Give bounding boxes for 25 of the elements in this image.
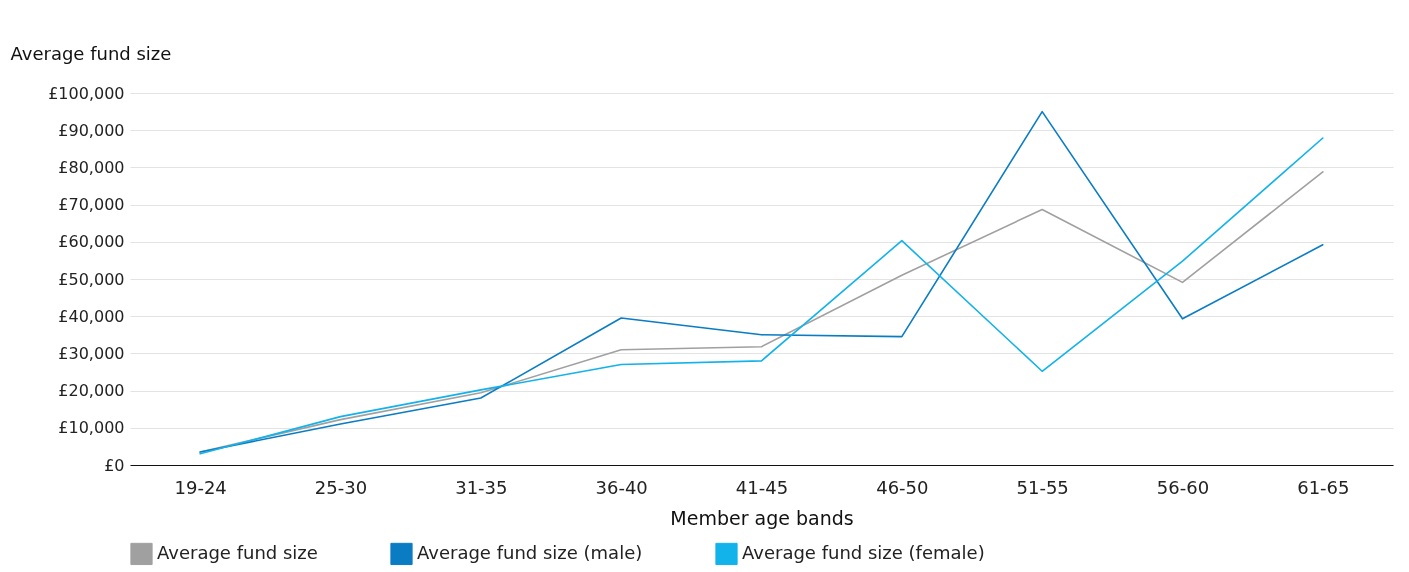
x-tick-label: 36-40 — [595, 476, 648, 498]
y-tick-label: £10,000 — [58, 418, 125, 438]
x-tick-label: 46-50 — [876, 476, 929, 498]
legend-label: Average fund size (male) — [417, 541, 643, 563]
y-tick-label: £50,000 — [58, 269, 125, 289]
x-tick-label: 19-24 — [174, 476, 227, 498]
x-tick-label: 41-45 — [735, 476, 789, 498]
y-tick-label: £20,000 — [58, 381, 125, 401]
y-tick-label: £100,000 — [48, 83, 125, 103]
y-tick-label: £0 — [104, 455, 125, 475]
y-tick-label: £40,000 — [58, 306, 125, 326]
y-tick-label: £30,000 — [58, 343, 125, 363]
y-axis-title: Average fund size — [10, 42, 172, 64]
x-axis-title: Member age bands — [670, 506, 854, 529]
legend-label: Average fund size (female) — [742, 541, 985, 563]
y-tick-label: £60,000 — [58, 232, 125, 252]
y-tick-label: £70,000 — [58, 195, 125, 215]
x-tick-label: 31-35 — [455, 476, 508, 498]
x-tick-label: 61-65 — [1297, 476, 1350, 498]
x-tick-label: 25-30 — [314, 476, 368, 498]
y-tick-label: £90,000 — [58, 120, 125, 140]
x-tick-label: 51-55 — [1016, 476, 1069, 498]
legend-label: Average fund size — [157, 541, 318, 563]
y-tick-label: £80,000 — [58, 157, 125, 177]
x-tick-label: 56-60 — [1156, 476, 1210, 498]
